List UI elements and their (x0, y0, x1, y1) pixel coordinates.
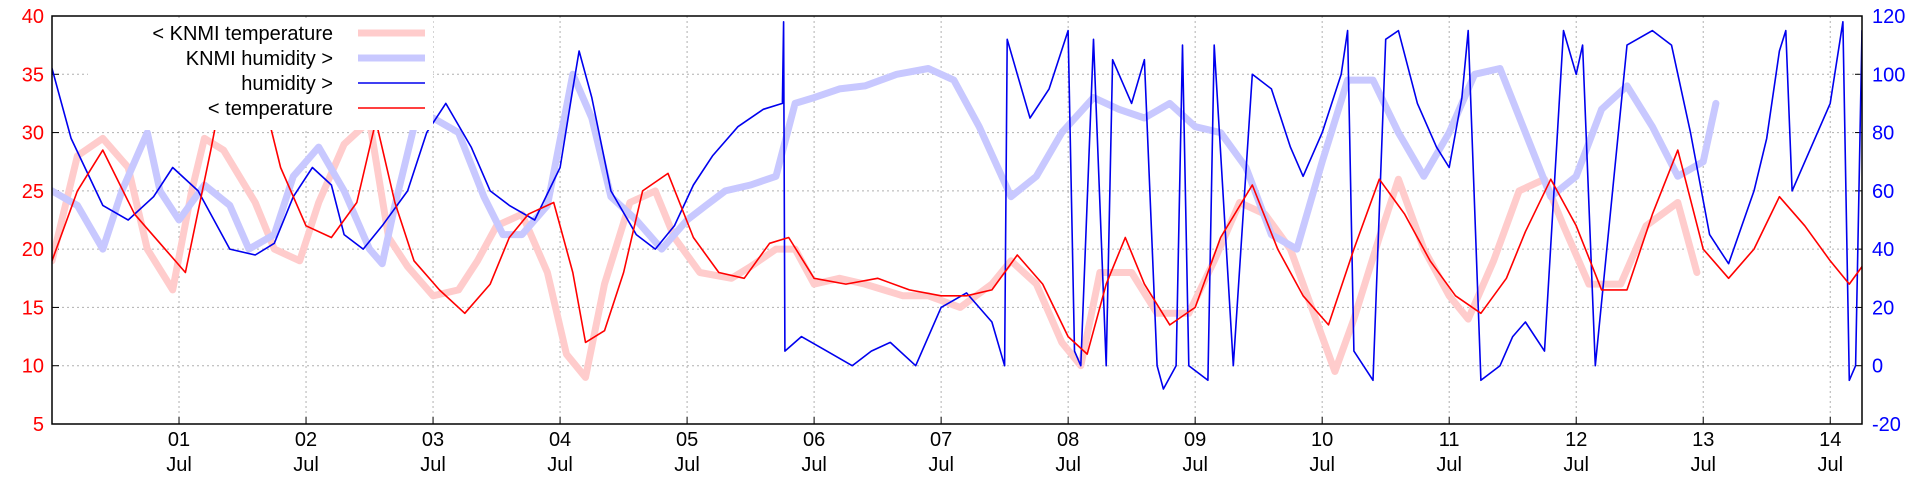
x-tick-sublabel: Jul (674, 454, 700, 476)
x-tick-sublabel: Jul (1817, 454, 1843, 476)
x-tick-sublabel: Jul (1309, 454, 1335, 476)
y-left-tick-label: 10 (22, 356, 44, 378)
legend: < KNMI temperature KNMI humidity > humidit… (88, 18, 433, 130)
y-left-tick-label: 40 (22, 6, 44, 28)
y-right-tick-label: 0 (1872, 356, 1883, 378)
legend-label-2: humidity > (241, 73, 333, 95)
x-tick-label: 09 (1184, 429, 1206, 451)
x-tick-sublabel: Jul (293, 454, 319, 476)
y-left-tick-label: 25 (22, 181, 44, 203)
x-tick-label: 08 (1057, 429, 1079, 451)
y-right-tick-label: 20 (1872, 297, 1894, 319)
x-tick-sublabel: Jul (1563, 454, 1589, 476)
x-tick-sublabel: Jul (1690, 454, 1716, 476)
x-tick-label: 05 (676, 429, 698, 451)
series-line-3 (52, 38, 1862, 355)
legend-background (88, 18, 433, 130)
x-tick-sublabel: Jul (166, 454, 192, 476)
y-right-tick-label: 100 (1872, 64, 1905, 86)
y-left-tick-label: 30 (22, 123, 44, 145)
y-left-tick-label: 15 (22, 297, 44, 319)
y-left-tick-label: 20 (22, 239, 44, 261)
x-tick-label: 06 (803, 429, 825, 451)
x-tick-label: 04 (549, 429, 571, 451)
x-tick-label: 02 (295, 429, 317, 451)
y-right-tick-label: 80 (1872, 123, 1894, 145)
series-line-2 (52, 21, 1862, 390)
x-tick-sublabel: Jul (420, 454, 446, 476)
legend-label-3: < temperature (208, 98, 333, 120)
x-tick-label: 03 (422, 429, 444, 451)
x-tick-label: 10 (1311, 429, 1333, 451)
x-tick-label: 14 (1819, 429, 1841, 451)
x-tick-label: 13 (1692, 429, 1714, 451)
series-line-1 (52, 65, 1720, 268)
plot-area (52, 21, 1862, 390)
legend-label-0: < KNMI temperature (152, 23, 333, 45)
y-left-tick-label: 5 (33, 414, 44, 436)
x-tick-label: 07 (930, 429, 952, 451)
y-right-tick-label: 60 (1872, 181, 1894, 203)
y-left-tick-label: 35 (22, 64, 44, 86)
y-right-tick-label: 40 (1872, 239, 1894, 261)
x-tick-sublabel: Jul (801, 454, 827, 476)
y-right-tick-label: -20 (1872, 414, 1901, 436)
x-tick-sublabel: Jul (1436, 454, 1462, 476)
x-tick-sublabel: Jul (1182, 454, 1208, 476)
series-group (52, 21, 1862, 390)
y-right-tick-label: 120 (1872, 6, 1905, 28)
plot-frame (51, 15, 1863, 425)
x-tick-label: 11 (1439, 429, 1460, 451)
legend-label-1: KNMI humidity > (186, 48, 333, 70)
x-tick-label: 12 (1565, 429, 1587, 451)
x-tick-sublabel: Jul (547, 454, 573, 476)
x-tick-sublabel: Jul (928, 454, 954, 476)
x-tick-sublabel: Jul (1055, 454, 1081, 476)
x-tick-label: 01 (168, 429, 190, 451)
